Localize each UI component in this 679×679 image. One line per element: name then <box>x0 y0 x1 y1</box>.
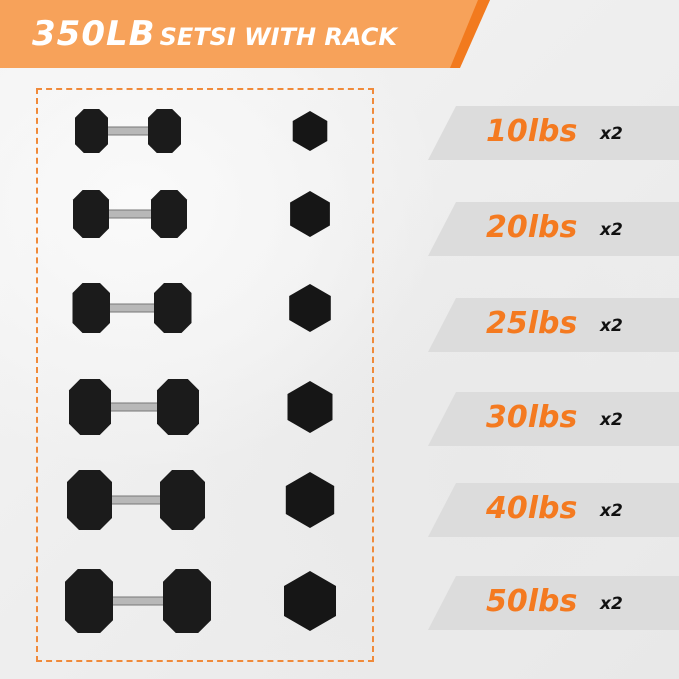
weight-label-30: 30lbs x2 <box>428 392 679 446</box>
dumbbell <box>75 109 181 153</box>
dumbbell-head <box>73 190 109 238</box>
hex-end-icon <box>292 111 328 151</box>
weight-value: 50lbs <box>486 584 578 619</box>
dumbbell-head <box>148 109 181 153</box>
set-subtitle: SETSI WITH RACK <box>159 23 397 51</box>
dumbbell-set-frame <box>36 88 374 662</box>
dumbbell-head <box>65 569 113 633</box>
hex-end-icon <box>287 381 333 433</box>
banner-title: 350LB SETSI WITH RACK <box>32 14 397 54</box>
weight-label-25: 25lbs x2 <box>428 298 679 352</box>
dumbbell <box>72 283 192 333</box>
weight-value: 10lbs <box>486 114 578 149</box>
dumbbell <box>69 379 199 435</box>
dumbbell <box>67 470 205 530</box>
weight-value: 40lbs <box>486 491 578 526</box>
dumbbell <box>65 569 211 633</box>
dumbbell <box>73 190 187 238</box>
header-banner: 350LB SETSI WITH RACK <box>0 0 490 68</box>
weight-label-20: 20lbs x2 <box>428 202 679 256</box>
quantity: x2 <box>600 501 623 521</box>
dumbbell-head <box>67 470 112 530</box>
weight-value: 25lbs <box>486 306 578 341</box>
hex-end-icon <box>285 472 335 528</box>
dumbbell-head <box>151 190 187 238</box>
weight-label-50: 50lbs x2 <box>428 576 679 630</box>
hex-end-icon <box>290 191 330 237</box>
dumbbell-head <box>69 379 111 435</box>
dumbbell-head <box>160 470 205 530</box>
dumbbell-head <box>157 379 199 435</box>
quantity: x2 <box>600 594 623 614</box>
weight-value: 30lbs <box>486 400 578 435</box>
hex-end-icon <box>284 571 336 631</box>
dumbbell-head <box>154 283 192 333</box>
dumbbell-head <box>72 283 110 333</box>
weight-label-40: 40lbs x2 <box>428 483 679 537</box>
quantity: x2 <box>600 410 623 430</box>
banner-shape <box>0 0 490 68</box>
weight-label-10: 10lbs x2 <box>428 106 679 160</box>
quantity: x2 <box>600 124 623 144</box>
weight-value: 20lbs <box>486 210 578 245</box>
dumbbell-head <box>163 569 211 633</box>
quantity: x2 <box>600 316 623 336</box>
total-weight: 350LB <box>32 14 156 54</box>
quantity: x2 <box>600 220 623 240</box>
hex-end-icon <box>289 284 331 332</box>
dumbbell-head <box>75 109 108 153</box>
